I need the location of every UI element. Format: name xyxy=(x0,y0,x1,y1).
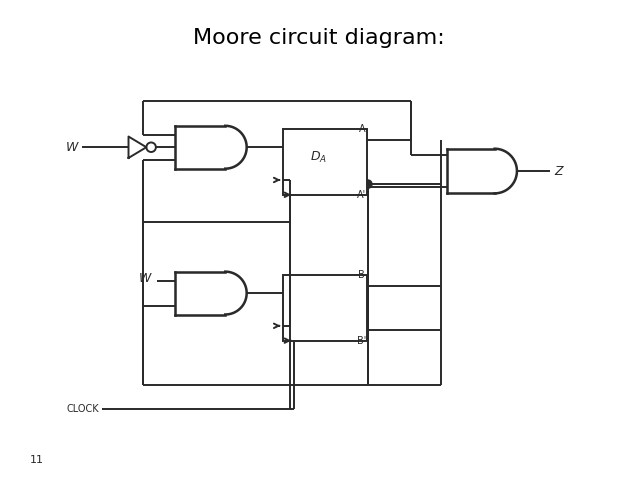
Text: B: B xyxy=(359,270,365,280)
Text: 11: 11 xyxy=(30,455,44,465)
Bar xyxy=(283,275,367,341)
Bar xyxy=(283,129,367,195)
Text: A: A xyxy=(359,124,365,134)
Text: Moore circuit diagram:: Moore circuit diagram: xyxy=(193,28,445,48)
Text: A': A' xyxy=(357,190,366,200)
Text: CLOCK: CLOCK xyxy=(66,404,99,414)
Text: Z: Z xyxy=(554,165,563,178)
Text: W: W xyxy=(139,272,151,285)
Circle shape xyxy=(364,180,372,188)
Text: B': B' xyxy=(357,336,366,346)
Text: W: W xyxy=(66,141,78,154)
Text: $D_A$: $D_A$ xyxy=(311,150,327,165)
